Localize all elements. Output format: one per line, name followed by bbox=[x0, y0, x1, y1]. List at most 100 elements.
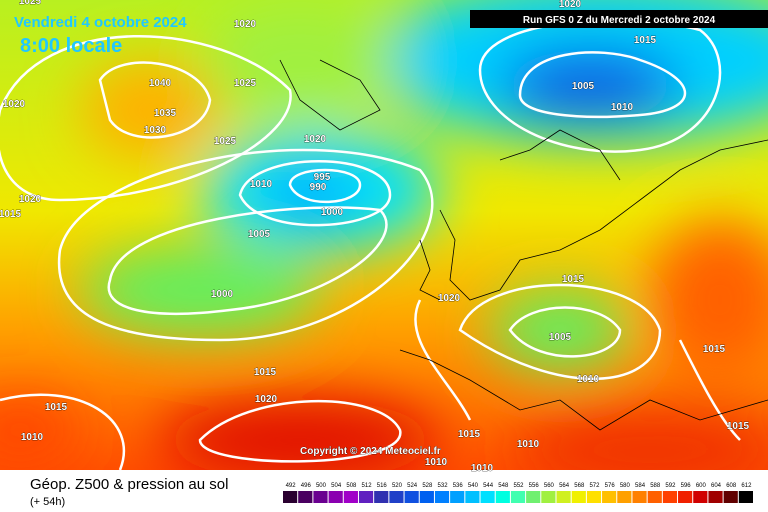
isobar-label: 1005 bbox=[549, 332, 572, 343]
isobar-label: 1000 bbox=[211, 289, 234, 300]
scale-swatch bbox=[556, 491, 571, 503]
scale-label: 520 bbox=[392, 483, 403, 489]
scale-swatch bbox=[617, 491, 632, 503]
scale-label: 552 bbox=[513, 483, 524, 489]
isobar-label: 1025 bbox=[214, 136, 237, 147]
scale-label: 588 bbox=[650, 483, 661, 489]
scale-label: 492 bbox=[286, 483, 297, 489]
isobar-label: 1015 bbox=[458, 429, 481, 440]
isobar-label: 1015 bbox=[634, 35, 657, 46]
scale-swatch bbox=[450, 491, 465, 503]
local-time: 8:00 locale bbox=[20, 35, 122, 57]
scale-label: 612 bbox=[741, 483, 752, 489]
scale-swatch bbox=[602, 491, 617, 503]
scale-swatch bbox=[328, 491, 343, 503]
scale-swatch bbox=[662, 491, 678, 503]
scale-label: 548 bbox=[498, 483, 509, 489]
scale-swatch bbox=[723, 491, 738, 503]
scale-swatch bbox=[495, 491, 510, 503]
field bbox=[0, 0, 768, 470]
isobar-label: 1020 bbox=[3, 99, 26, 110]
scale-label: 496 bbox=[301, 483, 312, 489]
scale-label: 532 bbox=[438, 483, 449, 489]
isobar-label: 1010 bbox=[21, 432, 44, 443]
isobar-label: 1020 bbox=[19, 194, 42, 205]
isobar-label: 1010 bbox=[425, 457, 448, 468]
scale-label: 604 bbox=[711, 483, 722, 489]
scale-swatch bbox=[480, 491, 495, 503]
isobar-label: 990 bbox=[310, 182, 327, 193]
scale-swatch bbox=[510, 491, 526, 503]
scale-label: 584 bbox=[635, 483, 646, 489]
isobar-label: 1015 bbox=[254, 367, 277, 378]
scale-swatch bbox=[358, 491, 374, 503]
scale-label: 500 bbox=[316, 483, 327, 489]
scale-swatch bbox=[541, 491, 556, 503]
isobar-label: 1020 bbox=[559, 0, 582, 10]
scale-swatch bbox=[708, 491, 723, 503]
isobar-label: 1015 bbox=[0, 209, 22, 220]
run-label: Run GFS 0 Z du Mercredi 2 octobre 2024 bbox=[523, 15, 716, 26]
color-scale: 492 496 500 504 508 512 516 520 524 528 532 536 540 5… bbox=[283, 483, 753, 503]
scale-label: 540 bbox=[468, 483, 479, 489]
footer-lead: (+ 54h) bbox=[30, 496, 65, 508]
scale-swatch bbox=[526, 491, 541, 503]
isobar-label: 1015 bbox=[703, 344, 726, 355]
scale-label: 544 bbox=[483, 483, 494, 489]
isobar-label: 1020 bbox=[304, 134, 327, 145]
isobar-label: 995 bbox=[314, 172, 331, 183]
isobar-label: 1020 bbox=[234, 19, 257, 30]
scale-swatch bbox=[586, 491, 602, 503]
run-box bbox=[470, 10, 768, 28]
scale-swatch bbox=[434, 491, 450, 503]
scale-swatch bbox=[298, 491, 313, 503]
scale-label: 556 bbox=[529, 483, 540, 489]
scale-swatch bbox=[313, 491, 328, 503]
scale-label: 596 bbox=[681, 483, 692, 489]
scale-swatch bbox=[647, 491, 662, 503]
isobar-label: 1025 bbox=[19, 0, 42, 7]
isobar-label: 1000 bbox=[321, 207, 344, 218]
scale-swatch bbox=[632, 491, 647, 503]
coastlines bbox=[279, 59, 768, 431]
scale-swatch bbox=[738, 491, 753, 503]
scale-label: 528 bbox=[422, 483, 433, 489]
isobar-label: 1030 bbox=[144, 125, 167, 136]
scale-swatch bbox=[404, 491, 419, 503]
scale-swatch bbox=[571, 491, 586, 503]
scale-label: 580 bbox=[620, 483, 631, 489]
isobar-label: 1010 bbox=[471, 463, 494, 474]
valid-date: Vendredi 4 octobre 2024 bbox=[14, 14, 187, 31]
copyright: Copyright © 2024 Meteociel.fr bbox=[300, 446, 441, 457]
isobar-label: 1025 bbox=[234, 78, 257, 89]
scale-swatch bbox=[283, 491, 298, 503]
scale-swatch bbox=[374, 491, 389, 503]
scale-label: 536 bbox=[453, 483, 464, 489]
isobar-label: 1005 bbox=[572, 81, 595, 92]
isobar-label: 1010 bbox=[577, 374, 600, 385]
scale-swatch bbox=[678, 491, 693, 503]
scale-label: 516 bbox=[377, 483, 388, 489]
isobar-label: 1040 bbox=[149, 78, 172, 89]
scale-label: 592 bbox=[665, 483, 676, 489]
scale-swatch bbox=[419, 491, 434, 503]
scale-label: 512 bbox=[362, 483, 373, 489]
scale-label: 568 bbox=[574, 483, 585, 489]
scale-label: 508 bbox=[346, 483, 357, 489]
isobar-label: 1015 bbox=[562, 274, 585, 285]
scale-label: 524 bbox=[407, 483, 418, 489]
scale-label: 504 bbox=[331, 483, 342, 489]
scale-label: 564 bbox=[559, 483, 570, 489]
isobar-label: 1020 bbox=[255, 394, 278, 405]
scale-label: 560 bbox=[544, 483, 555, 489]
isobar-label: 1005 bbox=[248, 229, 271, 240]
isobar-label: 1035 bbox=[154, 108, 177, 119]
scale-swatch bbox=[389, 491, 404, 503]
isobar-label: 1015 bbox=[727, 421, 750, 432]
scale-label: 576 bbox=[605, 483, 616, 489]
isobar-label: 1010 bbox=[250, 179, 273, 190]
isobar-label: 1010 bbox=[611, 102, 634, 113]
footer-title: Géop. Z500 & pression au sol bbox=[30, 476, 228, 493]
